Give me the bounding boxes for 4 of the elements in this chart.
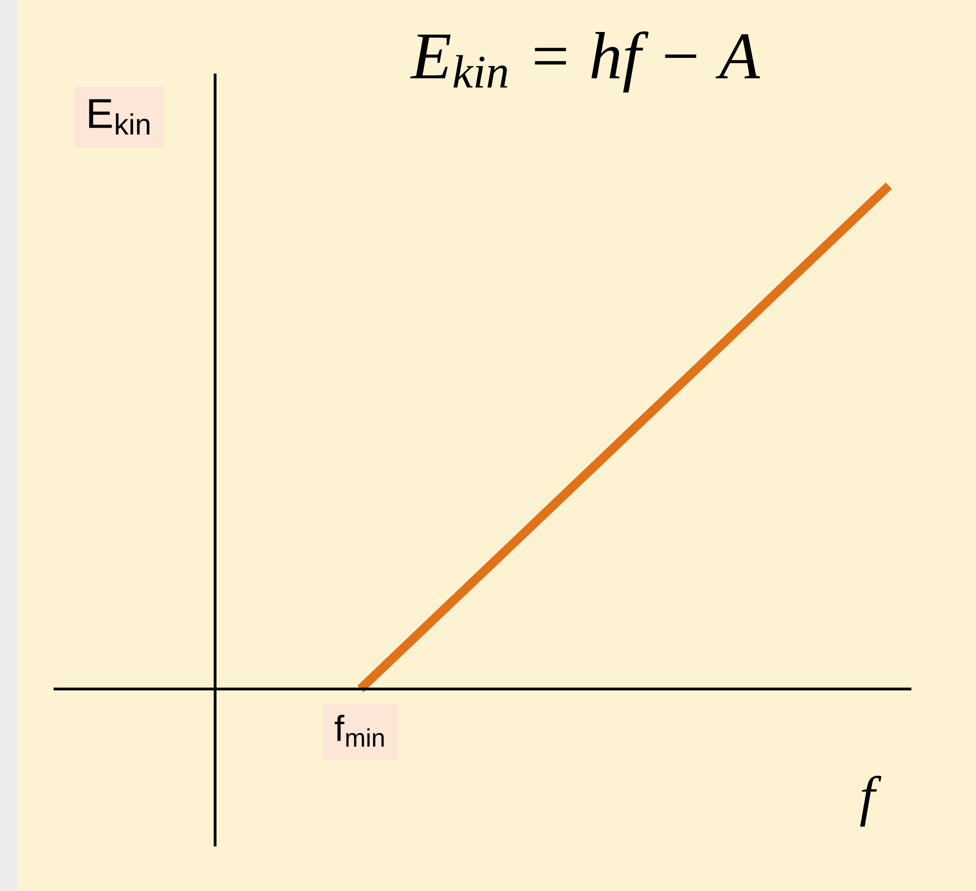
chart-title: E$_{kin}$ = hf − A [410, 31, 760, 93]
x-axis-title: f [860, 776, 882, 827]
text: f$_{min}$ [334, 714, 384, 747]
y-axis-title: E$_{kin}$ [89, 99, 150, 134]
